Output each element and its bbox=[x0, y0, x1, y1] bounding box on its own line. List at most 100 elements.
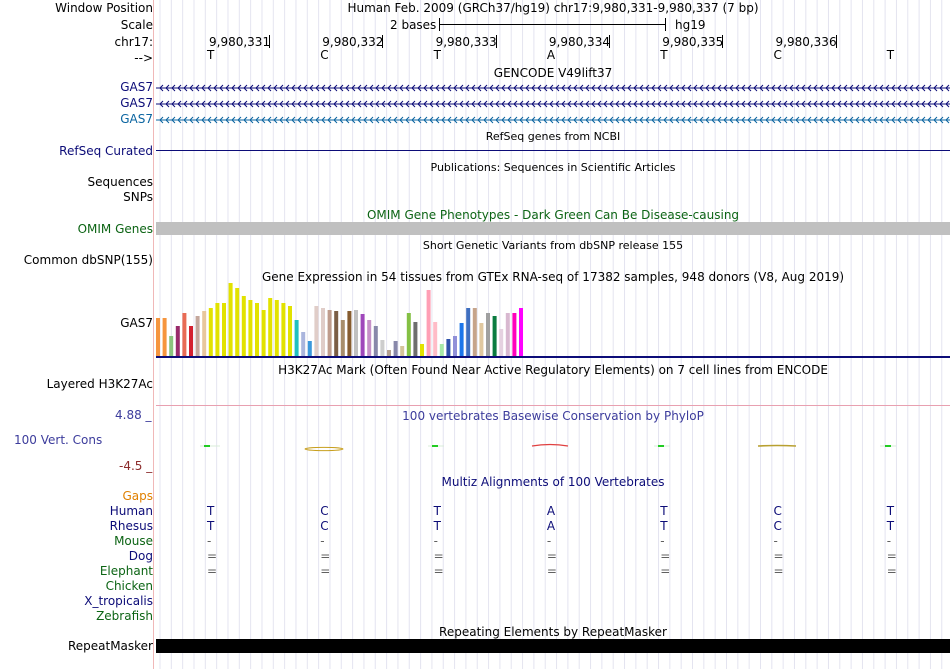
gtex-tissue-bar[interactable] bbox=[472, 308, 477, 356]
gtex-tissue-bar[interactable] bbox=[446, 339, 451, 356]
gtex-tissue-bar[interactable] bbox=[301, 332, 306, 356]
multiz-species-label[interactable]: Mouse bbox=[114, 534, 153, 548]
gtex-tissue-bar[interactable] bbox=[373, 326, 378, 356]
refseq-gene-line[interactable] bbox=[156, 150, 950, 151]
gtex-tissue-bar[interactable] bbox=[354, 310, 358, 356]
publications-snps-label[interactable]: SNPs bbox=[123, 190, 153, 204]
gtex-tissue-bar[interactable] bbox=[433, 322, 438, 356]
gtex-tissue-bar[interactable] bbox=[347, 311, 352, 356]
multiz-aligned-base: = bbox=[886, 549, 897, 563]
gtex-tissue-bar[interactable] bbox=[426, 290, 431, 356]
gtex-tissue-bar[interactable] bbox=[255, 303, 259, 356]
multiz-species-label[interactable]: Gaps bbox=[122, 489, 153, 503]
window-position-label: Window Position bbox=[55, 1, 153, 15]
multiz-aligned-base: = bbox=[433, 564, 444, 578]
gtex-tissue-bar[interactable] bbox=[228, 283, 233, 356]
phylop-label[interactable]: 100 Vert. Cons bbox=[14, 433, 103, 447]
h3k27ac-label[interactable]: Layered H3K27Ac bbox=[46, 377, 153, 391]
phylop-plot[interactable] bbox=[156, 440, 950, 455]
gtex-tissue-bar[interactable] bbox=[479, 323, 484, 356]
gencode-transcript-2[interactable] bbox=[156, 100, 950, 108]
gtex-bar-chart[interactable] bbox=[156, 283, 950, 358]
multiz-species-label[interactable]: Dog bbox=[128, 549, 153, 563]
gencode-transcript-3[interactable] bbox=[156, 116, 950, 124]
gtex-tissue-bar[interactable] bbox=[288, 306, 292, 356]
scale-label: Scale bbox=[120, 18, 153, 32]
gtex-tissue-bar[interactable] bbox=[182, 313, 187, 356]
multiz-species-label[interactable]: X_tropicalis bbox=[84, 594, 153, 608]
multiz-species-label[interactable]: Zebrafish bbox=[96, 609, 153, 623]
omim-title: OMIM Gene Phenotypes - Dark Green Can Be… bbox=[366, 208, 740, 222]
omim-feature-bar[interactable] bbox=[156, 222, 950, 235]
multiz-species-label[interactable]: Elephant bbox=[99, 564, 153, 578]
gtex-tissue-bar[interactable] bbox=[512, 313, 517, 356]
gtex-tissue-bar[interactable] bbox=[327, 310, 332, 356]
gencode-gene-label-1[interactable]: GAS7 bbox=[120, 80, 153, 94]
multiz-aligned-base: T bbox=[886, 504, 895, 518]
gencode-gene-label-2[interactable]: GAS7 bbox=[120, 96, 153, 110]
gtex-tissue-bar[interactable] bbox=[202, 311, 207, 356]
gtex-tissue-bar[interactable] bbox=[406, 313, 411, 356]
gtex-tissue-bar[interactable] bbox=[453, 336, 457, 356]
multiz-aligned-base: A bbox=[546, 519, 556, 533]
gtex-tissue-bar[interactable] bbox=[387, 350, 391, 356]
gtex-tissue-bar[interactable] bbox=[314, 306, 319, 356]
gtex-tissue-bar[interactable] bbox=[241, 296, 246, 356]
gtex-tissue-bar[interactable] bbox=[360, 314, 365, 356]
gtex-tissue-bar[interactable] bbox=[413, 322, 418, 356]
gtex-tissue-bar[interactable] bbox=[321, 308, 325, 356]
gtex-tissue-bar[interactable] bbox=[400, 346, 405, 356]
gencode-transcript-1[interactable] bbox=[156, 84, 950, 92]
gtex-tissue-bar[interactable] bbox=[162, 318, 167, 356]
publications-sequences-label[interactable]: Sequences bbox=[87, 175, 153, 189]
repeatmasker-label[interactable]: RepeatMasker bbox=[67, 639, 153, 653]
gtex-tissue-bar[interactable] bbox=[367, 320, 372, 356]
phylop-title: 100 vertebrates Basewise Conservation by… bbox=[402, 409, 704, 423]
gtex-tissue-bar[interactable] bbox=[175, 326, 180, 356]
gtex-tissue-bar[interactable] bbox=[486, 313, 490, 356]
multiz-aligned-base: - bbox=[546, 534, 552, 548]
gtex-tissue-bar[interactable] bbox=[268, 298, 273, 356]
multiz-species-label[interactable]: Chicken bbox=[105, 579, 153, 593]
multiz-aligned-base: C bbox=[773, 504, 782, 518]
gtex-tissue-bar[interactable] bbox=[380, 340, 385, 356]
gencode-gene-features[interactable] bbox=[156, 81, 950, 127]
gtex-tissue-bar[interactable] bbox=[189, 326, 193, 356]
gtex-tissue-bar[interactable] bbox=[156, 318, 160, 356]
refseq-label[interactable]: RefSeq Curated bbox=[59, 144, 153, 158]
omim-label[interactable]: OMIM Genes bbox=[77, 222, 153, 236]
gtex-tissue-bar[interactable] bbox=[248, 300, 253, 356]
gtex-tissue-bar[interactable] bbox=[420, 344, 424, 356]
gtex-tissue-bar[interactable] bbox=[281, 303, 286, 356]
gtex-tissue-bar[interactable] bbox=[294, 320, 299, 356]
gtex-tissue-bar[interactable] bbox=[307, 341, 312, 356]
gtex-tissue-bar[interactable] bbox=[208, 308, 213, 356]
gtex-tissue-bar[interactable] bbox=[492, 316, 497, 356]
gtex-tissue-bar[interactable] bbox=[340, 320, 345, 356]
gtex-tissue-bar[interactable] bbox=[195, 316, 200, 356]
dbsnp-label[interactable]: Common dbSNP(155) bbox=[23, 253, 153, 267]
gtex-gene-label[interactable]: GAS7 bbox=[120, 316, 153, 330]
gencode-gene-label-3[interactable]: GAS7 bbox=[120, 112, 153, 126]
gtex-tissue-bar[interactable] bbox=[222, 303, 226, 356]
multiz-species-label[interactable]: Rhesus bbox=[109, 519, 153, 533]
multiz-aligned-base: = bbox=[773, 549, 784, 563]
gtex-tissue-bar[interactable] bbox=[215, 303, 220, 356]
gtex-tissue-bar[interactable] bbox=[169, 336, 174, 356]
gtex-tissue-bar[interactable] bbox=[466, 308, 471, 356]
gtex-tissue-bar[interactable] bbox=[505, 313, 510, 356]
coordinate-label: 9,980,332 bbox=[322, 35, 384, 49]
gtex-tissue-bar[interactable] bbox=[519, 308, 523, 356]
gtex-tissue-bar[interactable] bbox=[459, 323, 464, 356]
gtex-tissue-bar[interactable] bbox=[439, 344, 444, 356]
refseq-title: RefSeq genes from NCBI bbox=[485, 130, 621, 143]
gtex-tissue-bar[interactable] bbox=[334, 311, 339, 356]
repeatmasker-feature-bar[interactable] bbox=[156, 639, 950, 653]
multiz-species-label[interactable]: Human bbox=[109, 504, 153, 518]
gtex-tissue-bar[interactable] bbox=[261, 310, 266, 356]
gtex-tissue-bar[interactable] bbox=[235, 288, 240, 356]
gtex-tissue-bar[interactable] bbox=[499, 329, 504, 356]
phylop-min-label: -4.5 _ bbox=[119, 459, 153, 473]
gtex-tissue-bar[interactable] bbox=[393, 341, 398, 356]
gtex-tissue-bar[interactable] bbox=[274, 300, 279, 356]
